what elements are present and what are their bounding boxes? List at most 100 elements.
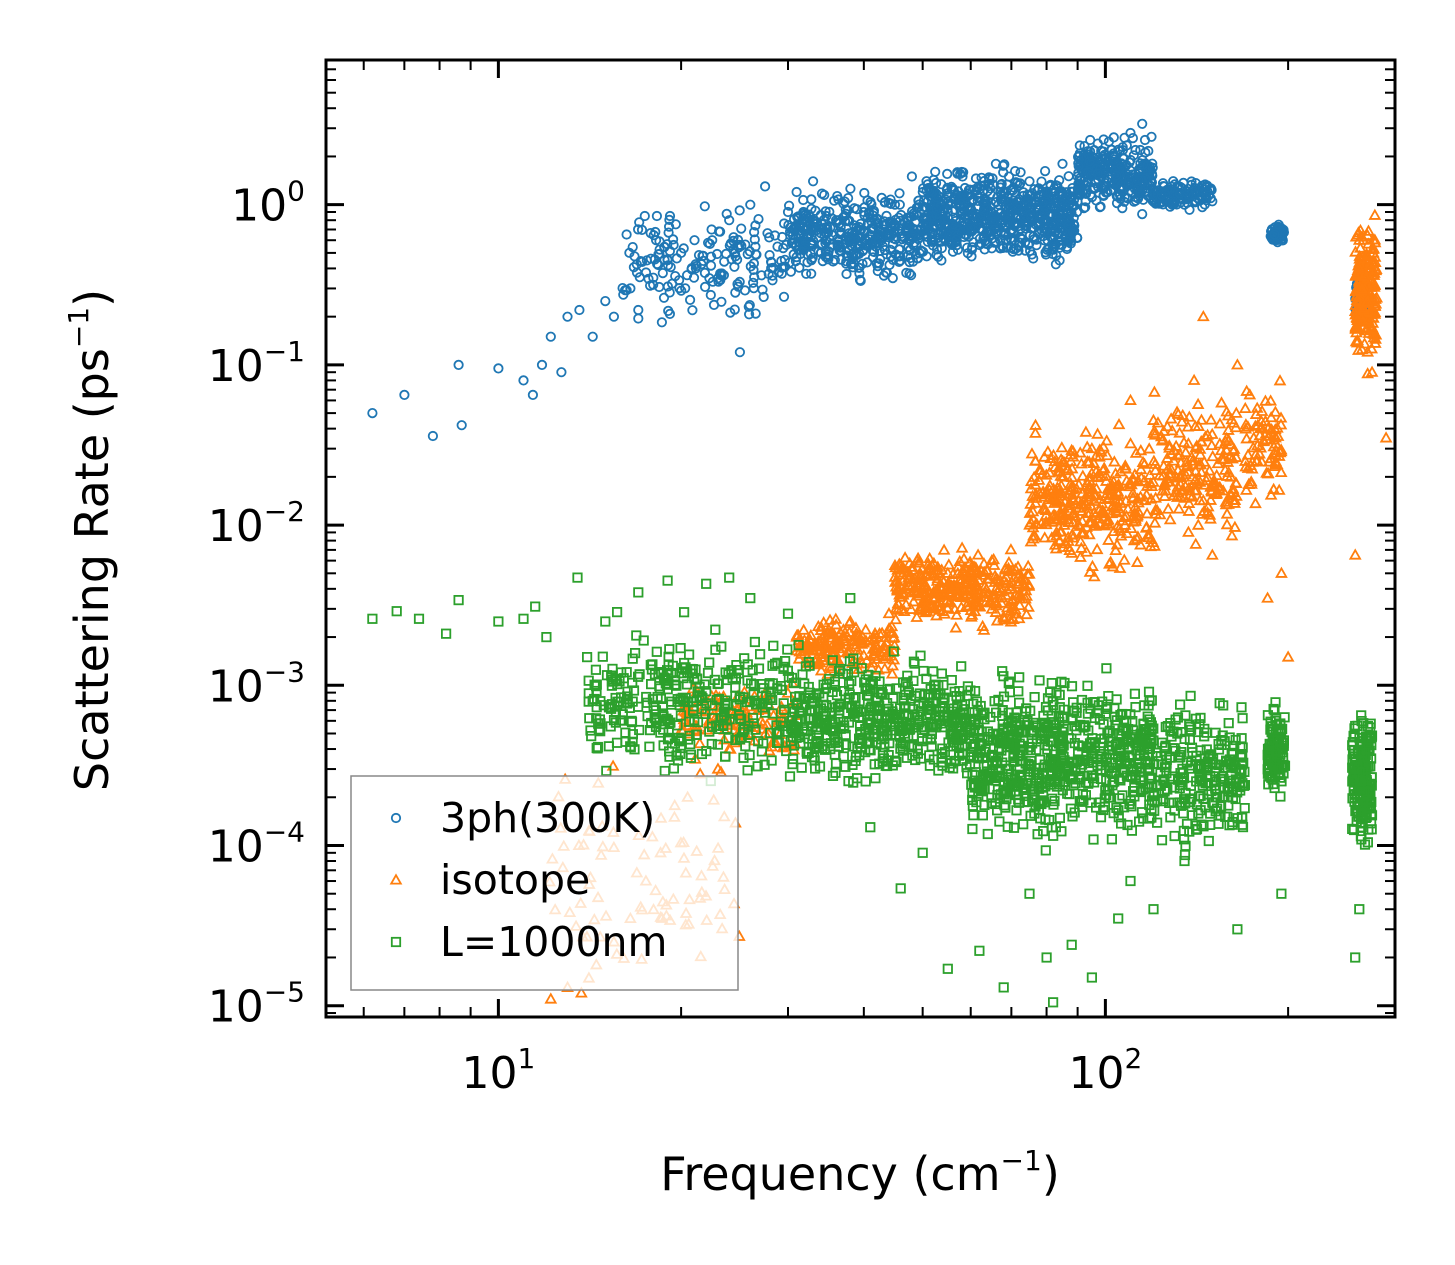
data-point bbox=[853, 262, 864, 273]
data-point bbox=[1174, 188, 1186, 199]
data-point bbox=[940, 220, 951, 231]
data-point bbox=[1134, 444, 1148, 456]
data-point bbox=[985, 183, 996, 194]
data-point bbox=[1029, 234, 1040, 245]
data-point bbox=[1065, 443, 1079, 455]
data-point bbox=[1173, 426, 1187, 438]
data-point bbox=[782, 206, 794, 218]
data-point bbox=[965, 184, 976, 195]
data-point bbox=[1134, 471, 1148, 483]
data-point bbox=[998, 220, 1010, 231]
data-point bbox=[817, 615, 831, 628]
data-point bbox=[907, 223, 918, 234]
data-point bbox=[1117, 203, 1128, 214]
data-point bbox=[1006, 206, 1017, 218]
data-point bbox=[889, 613, 903, 625]
data-point bbox=[801, 232, 813, 244]
data-point bbox=[1011, 589, 1025, 601]
data-point bbox=[736, 223, 747, 234]
data-point bbox=[1110, 165, 1121, 176]
data-point bbox=[1003, 196, 1015, 207]
data-point bbox=[728, 244, 739, 255]
data-point bbox=[1025, 447, 1039, 459]
data-point bbox=[941, 576, 955, 588]
data-point bbox=[705, 260, 717, 271]
data-point bbox=[750, 249, 761, 260]
data-point bbox=[856, 237, 867, 248]
data-point bbox=[999, 561, 1012, 573]
data-point bbox=[651, 258, 663, 269]
data-point bbox=[764, 250, 775, 261]
data-point bbox=[1119, 196, 1130, 207]
data-point bbox=[1008, 244, 1019, 255]
data-point bbox=[961, 576, 975, 588]
data-point bbox=[1119, 494, 1133, 506]
data-point bbox=[1124, 437, 1137, 449]
data-point bbox=[962, 600, 976, 612]
data-point bbox=[887, 272, 898, 284]
data-points bbox=[367, 118, 1393, 1008]
data-point bbox=[399, 389, 410, 400]
data-point bbox=[1029, 487, 1043, 500]
data-point bbox=[1029, 426, 1042, 438]
data-point bbox=[1083, 565, 1097, 577]
data-point bbox=[1009, 187, 1020, 198]
data-point bbox=[1067, 480, 1080, 492]
data-point bbox=[680, 283, 691, 294]
data-point bbox=[1134, 490, 1147, 502]
data-point bbox=[1052, 198, 1063, 209]
data-point bbox=[651, 210, 663, 222]
data-point bbox=[1090, 542, 1104, 555]
data-point bbox=[913, 578, 927, 590]
data-point bbox=[1100, 434, 1114, 446]
data-point bbox=[893, 566, 907, 578]
data-point bbox=[717, 733, 731, 745]
data-point bbox=[876, 192, 887, 203]
data-point bbox=[910, 610, 924, 622]
data-point bbox=[1081, 184, 1092, 195]
data-point bbox=[1032, 473, 1046, 485]
data-point bbox=[925, 559, 939, 571]
data-point bbox=[979, 590, 993, 602]
data-point bbox=[715, 270, 727, 281]
data-point bbox=[773, 267, 784, 278]
data-point bbox=[1049, 542, 1063, 554]
data-point bbox=[1156, 190, 1167, 201]
data-point bbox=[964, 610, 978, 622]
data-point bbox=[834, 245, 845, 256]
data-point bbox=[556, 367, 567, 378]
data-point bbox=[1024, 497, 1037, 509]
data-point bbox=[922, 196, 934, 207]
data-point bbox=[1101, 514, 1114, 526]
data-point bbox=[1041, 186, 1052, 198]
data-point bbox=[673, 275, 685, 286]
data-point bbox=[690, 263, 702, 274]
data-point bbox=[957, 552, 971, 564]
data-point bbox=[687, 305, 698, 316]
data-point bbox=[748, 227, 760, 238]
data-point bbox=[734, 347, 746, 358]
data-point bbox=[885, 625, 898, 637]
data-point bbox=[943, 190, 954, 201]
data-point bbox=[427, 430, 438, 442]
data-point bbox=[721, 208, 732, 219]
data-point bbox=[806, 268, 817, 279]
data-point bbox=[1076, 527, 1090, 539]
data-point bbox=[967, 242, 978, 253]
data-point bbox=[1084, 156, 1095, 167]
series-1 bbox=[543, 208, 1393, 1004]
data-point bbox=[941, 601, 955, 613]
data-point bbox=[1056, 188, 1067, 199]
data-point bbox=[875, 626, 889, 638]
data-point bbox=[802, 653, 816, 665]
data-point bbox=[657, 267, 668, 279]
data-point bbox=[629, 251, 640, 262]
data-point bbox=[1026, 532, 1040, 544]
data-point bbox=[1197, 202, 1208, 213]
data-point bbox=[878, 662, 892, 674]
data-point bbox=[827, 637, 840, 649]
data-point bbox=[815, 247, 827, 258]
data-point bbox=[930, 609, 943, 621]
data-point bbox=[648, 272, 659, 283]
